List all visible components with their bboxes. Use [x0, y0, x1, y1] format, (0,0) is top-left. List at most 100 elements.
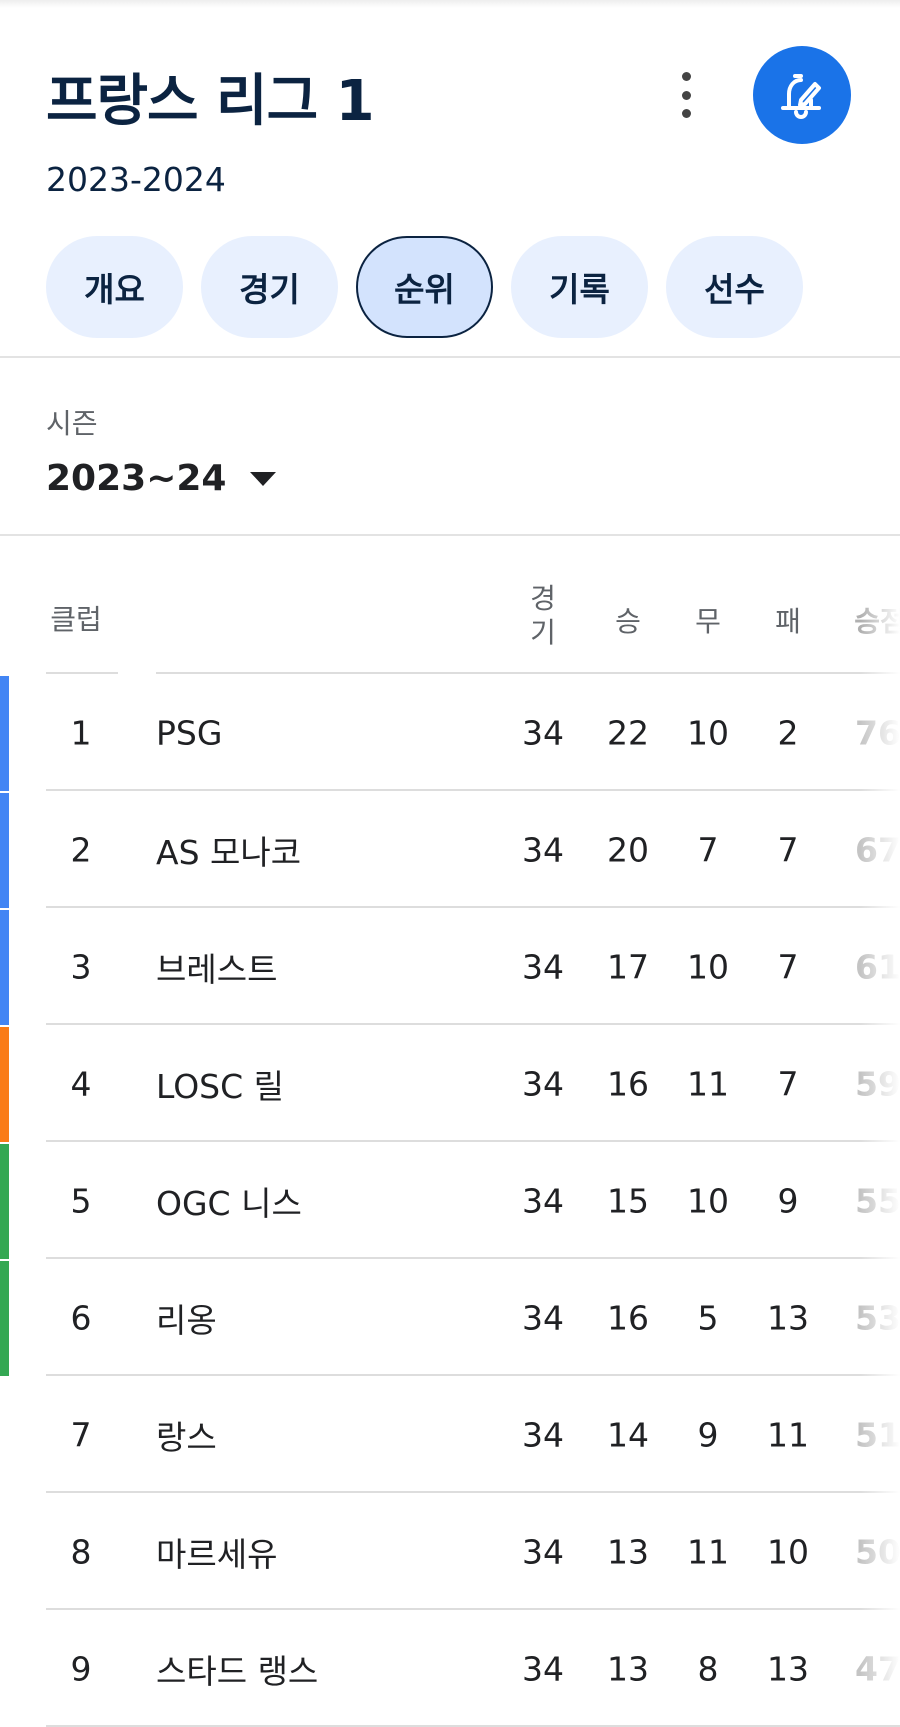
won: 15: [607, 1181, 649, 1220]
header-underline: [46, 672, 118, 674]
header-drawn: 무: [695, 605, 721, 638]
status-shadow: [0, 0, 900, 8]
lost: 9: [777, 1181, 799, 1220]
header-played: 경기: [530, 582, 556, 649]
played: 34: [522, 947, 564, 986]
rank: 9: [70, 1649, 92, 1688]
lost: 7: [777, 830, 799, 869]
rank: 5: [70, 1181, 92, 1220]
tab-players[interactable]: 선수: [666, 236, 803, 338]
scroll-fade: [860, 560, 900, 1724]
played: 34: [522, 1649, 564, 1688]
table-row[interactable]: 2 AS 모나코 34 20 7 7 67: [0, 791, 900, 908]
lost: 10: [767, 1532, 809, 1571]
row-divider: [46, 789, 900, 791]
lost: 2: [777, 713, 799, 752]
table-row[interactable]: 7 랑스 34 14 9 11 51: [0, 1376, 900, 1493]
drawn: 5: [697, 1298, 719, 1337]
row-divider: [46, 1023, 900, 1025]
rank: 4: [70, 1064, 92, 1103]
header-underline: [156, 672, 900, 674]
lost: 13: [767, 1298, 809, 1337]
season-value: 2023~24: [46, 458, 227, 499]
won: 14: [607, 1415, 649, 1454]
lost: 13: [767, 1649, 809, 1688]
qualification-zone-indicator: [0, 1027, 9, 1142]
page-title: 프랑스 리그 1: [46, 69, 375, 134]
table-row[interactable]: 8 마르세유 34 13 11 10 50: [0, 1493, 900, 1610]
drawn: 11: [687, 1064, 729, 1103]
season-dropdown[interactable]: 2023~24: [46, 458, 277, 499]
club-name: 스타드 랭스: [156, 1651, 319, 1691]
row-divider: [46, 906, 900, 908]
lost: 7: [777, 947, 799, 986]
tab-bar: 개요 경기 순위 기록 선수: [46, 236, 803, 338]
table-row[interactable]: 9 스타드 랭스 34 13 8 13 47: [0, 1610, 900, 1727]
qualification-zone-indicator: [0, 910, 9, 1025]
qualification-zone-indicator: [0, 1495, 9, 1610]
drawn: 9: [697, 1415, 719, 1454]
played: 34: [522, 1064, 564, 1103]
played: 34: [522, 1532, 564, 1571]
row-divider: [46, 1491, 900, 1493]
qualification-zone-indicator: [0, 1144, 9, 1259]
rank: 1: [70, 713, 92, 752]
divider: [0, 356, 900, 358]
club-name: 마르세유: [156, 1534, 278, 1574]
drawn: 11: [687, 1532, 729, 1571]
lost: 7: [777, 1064, 799, 1103]
more-vert-icon[interactable]: [676, 72, 696, 118]
rank: 6: [70, 1298, 92, 1337]
won: 16: [607, 1064, 649, 1103]
club-name: 리옹: [156, 1300, 217, 1340]
qualification-zone-indicator: [0, 793, 9, 908]
divider: [0, 534, 900, 536]
club-name: PSG: [156, 713, 223, 752]
club-name: AS 모나코: [156, 832, 302, 872]
bell-edit-icon: [781, 74, 821, 119]
notification-button[interactable]: [753, 46, 851, 144]
table-row[interactable]: 6 리옹 34 16 5 13 53: [0, 1259, 900, 1376]
tab-matches[interactable]: 경기: [201, 236, 338, 338]
won: 13: [607, 1532, 649, 1571]
played: 34: [522, 1181, 564, 1220]
header-club: 클럽: [50, 603, 102, 636]
row-divider: [46, 1374, 900, 1376]
drawn: 10: [687, 713, 729, 752]
drawn: 10: [687, 1181, 729, 1220]
qualification-zone-indicator: [0, 676, 9, 791]
row-divider: [46, 1257, 900, 1259]
tab-standings[interactable]: 순위: [356, 236, 493, 338]
tab-stats[interactable]: 기록: [511, 236, 648, 338]
table-row[interactable]: 4 LOSC 릴 34 16 11 7 59: [0, 1025, 900, 1142]
club-name: OGC 니스: [156, 1183, 302, 1223]
tab-overview[interactable]: 개요: [46, 236, 183, 338]
header-won: 승: [615, 605, 641, 638]
played: 34: [522, 1415, 564, 1454]
drawn: 10: [687, 947, 729, 986]
row-divider: [46, 1140, 900, 1142]
won: 20: [607, 830, 649, 869]
dropdown-arrow-icon: [250, 471, 277, 486]
page-subtitle: 2023-2024: [46, 160, 226, 199]
table-row[interactable]: 5 OGC 니스 34 15 10 9 55: [0, 1142, 900, 1259]
table-row[interactable]: 3 브레스트 34 17 10 7 61: [0, 908, 900, 1025]
drawn: 7: [697, 830, 719, 869]
club-name: LOSC 릴: [156, 1066, 285, 1106]
rank: 7: [70, 1415, 92, 1454]
drawn: 8: [697, 1649, 719, 1688]
rank: 2: [70, 830, 92, 869]
won: 16: [607, 1298, 649, 1337]
table-row[interactable]: 1 PSG 34 22 10 2 76: [0, 674, 900, 791]
played: 34: [522, 1298, 564, 1337]
lost: 11: [767, 1415, 809, 1454]
club-name: 랑스: [156, 1417, 217, 1457]
qualification-zone-indicator: [0, 1378, 9, 1493]
qualification-zone-indicator: [0, 1261, 9, 1376]
row-divider: [46, 1608, 900, 1610]
won: 17: [607, 947, 649, 986]
rank: 8: [70, 1532, 92, 1571]
qualification-zone-indicator: [0, 1612, 9, 1727]
won: 13: [607, 1649, 649, 1688]
rank: 3: [70, 947, 92, 986]
